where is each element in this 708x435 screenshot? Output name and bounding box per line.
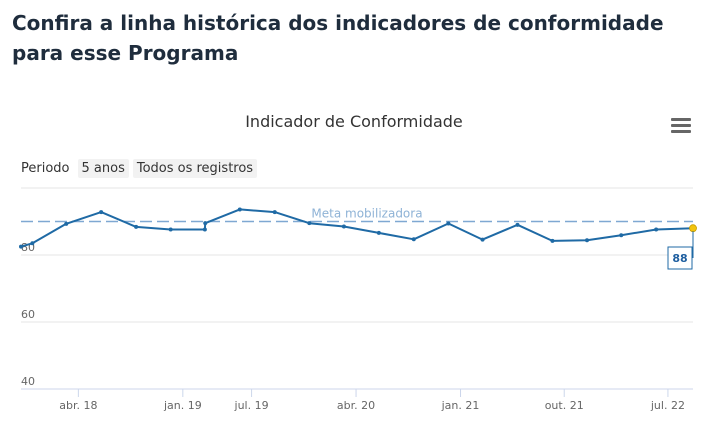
- data-point[interactable]: [376, 230, 381, 235]
- grid-lines: [21, 187, 693, 323]
- y-tick-label: 60: [21, 308, 35, 321]
- target-line-group: Meta mobilizadora: [21, 207, 693, 223]
- y-tick-label: 40: [21, 375, 35, 388]
- x-tick-label: abr. 20: [337, 399, 375, 412]
- data-point[interactable]: [550, 238, 555, 243]
- last-data-point[interactable]: [689, 224, 697, 233]
- x-tick-label: out. 21: [545, 399, 584, 412]
- last-value-box: [667, 246, 693, 270]
- data-point[interactable]: [341, 224, 346, 229]
- data-point[interactable]: [134, 224, 139, 229]
- hamburger-menu-icon[interactable]: [671, 118, 691, 134]
- x-tick-label: jul. 22: [650, 399, 685, 412]
- target-label: Meta mobilizadora: [311, 207, 422, 221]
- data-point[interactable]: [19, 244, 23, 249]
- data-point[interactable]: [30, 241, 35, 246]
- data-point[interactable]: [515, 222, 520, 227]
- range-button-5-anos[interactable]: 5 anos: [77, 158, 129, 178]
- last-value-group: 88: [667, 231, 694, 270]
- x-tick-label: jul. 19: [234, 399, 269, 412]
- data-point[interactable]: [237, 207, 242, 212]
- data-point[interactable]: [585, 238, 590, 243]
- series-line: [20, 208, 694, 248]
- x-tick-label: jan. 19: [163, 399, 202, 412]
- data-point[interactable]: [619, 233, 624, 238]
- data-point[interactable]: [203, 221, 208, 226]
- data-point[interactable]: [168, 227, 173, 232]
- data-point[interactable]: [307, 221, 312, 226]
- x-tick-label: abr. 18: [59, 399, 97, 412]
- data-point[interactable]: [411, 237, 416, 242]
- data-point[interactable]: [446, 221, 451, 226]
- data-point[interactable]: [480, 237, 485, 242]
- data-point[interactable]: [99, 210, 104, 215]
- data-point[interactable]: [654, 227, 659, 232]
- range-selector: Periodo 5 anos Todos os registros: [21, 157, 261, 179]
- page-heading: Confira a linha histórica dos indicadore…: [12, 11, 664, 65]
- range-label: Periodo: [21, 160, 70, 176]
- x-axis: abr. 18 jan. 19 jul. 19 abr. 20 jan. 21 out. …: [21, 388, 693, 412]
- x-tick-label: jan. 21: [441, 399, 480, 412]
- chart-title: Indicador de Conformidade: [245, 112, 463, 131]
- data-point[interactable]: [272, 210, 277, 215]
- data-point[interactable]: [202, 227, 207, 232]
- series-group: [19, 207, 697, 249]
- last-value-label: 88: [672, 252, 687, 265]
- range-button-todos[interactable]: Todos os registros: [132, 158, 258, 178]
- data-point[interactable]: [64, 221, 69, 226]
